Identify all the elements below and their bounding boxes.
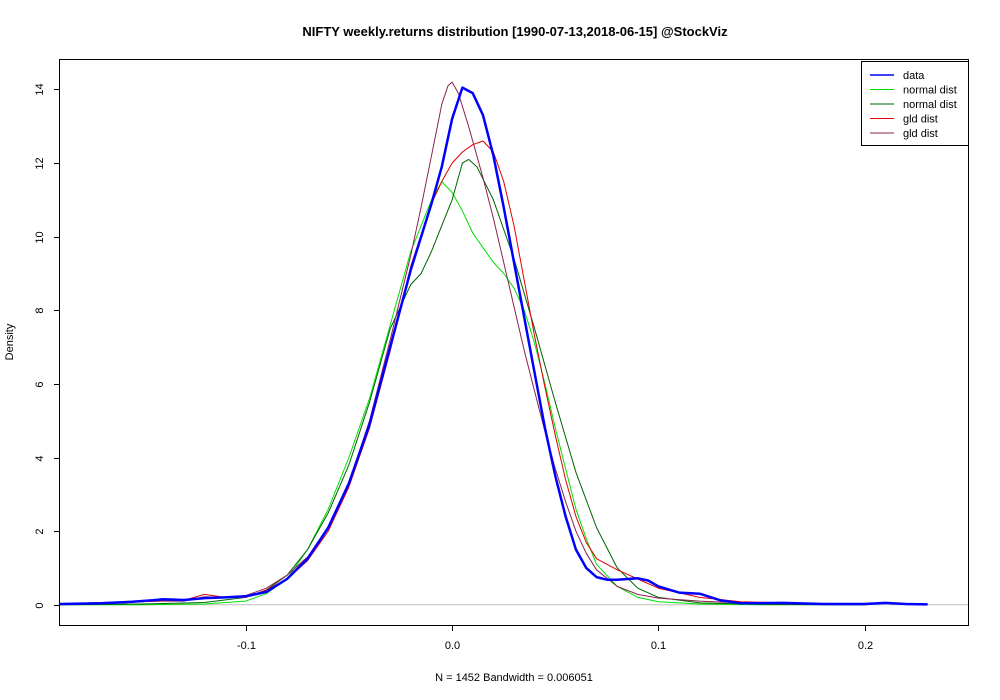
x-tick-label: 0.0 (445, 640, 460, 652)
x-axis: -0.1 0.0 0.1 0.2 (237, 625, 873, 652)
chart-title: NIFTY weekly.returns distribution [1990-… (302, 24, 728, 39)
series-line-0 (58, 86, 928, 606)
legend-label: gld dist (903, 128, 938, 140)
legend-label: normal dist (903, 99, 957, 111)
legend-label: data (903, 70, 925, 82)
y-axis-label: Density (4, 323, 16, 360)
y-tick-label: 14 (34, 83, 46, 95)
y-tick-label: 6 (34, 381, 46, 387)
x-axis-label: N = 1452 Bandwidth = 0.006051 (435, 672, 593, 684)
y-tick-label: 12 (34, 157, 46, 169)
y-tick-label: 0 (34, 602, 46, 608)
series-layer (58, 81, 928, 606)
legend-box (861, 61, 969, 146)
x-tick-label: -0.1 (237, 640, 256, 652)
series-line-1 (59, 181, 866, 606)
x-tick-label: 0.1 (651, 640, 666, 652)
legend-label: gld dist (903, 114, 938, 126)
legend: data normal dist normal dist gld dist gld di… (861, 61, 969, 146)
series-line-4 (59, 81, 866, 605)
series-line-2 (59, 158, 866, 606)
y-axis: 0 2 4 6 8 10 12 14 (34, 83, 60, 609)
x-tick-label: 0.2 (858, 640, 873, 652)
plot-frame (59, 59, 969, 626)
y-tick-label: 8 (34, 307, 46, 313)
y-tick-label: 2 (34, 528, 46, 534)
y-tick-label: 10 (34, 231, 46, 243)
legend-label: normal dist (903, 85, 957, 97)
y-tick-label: 4 (34, 455, 46, 461)
